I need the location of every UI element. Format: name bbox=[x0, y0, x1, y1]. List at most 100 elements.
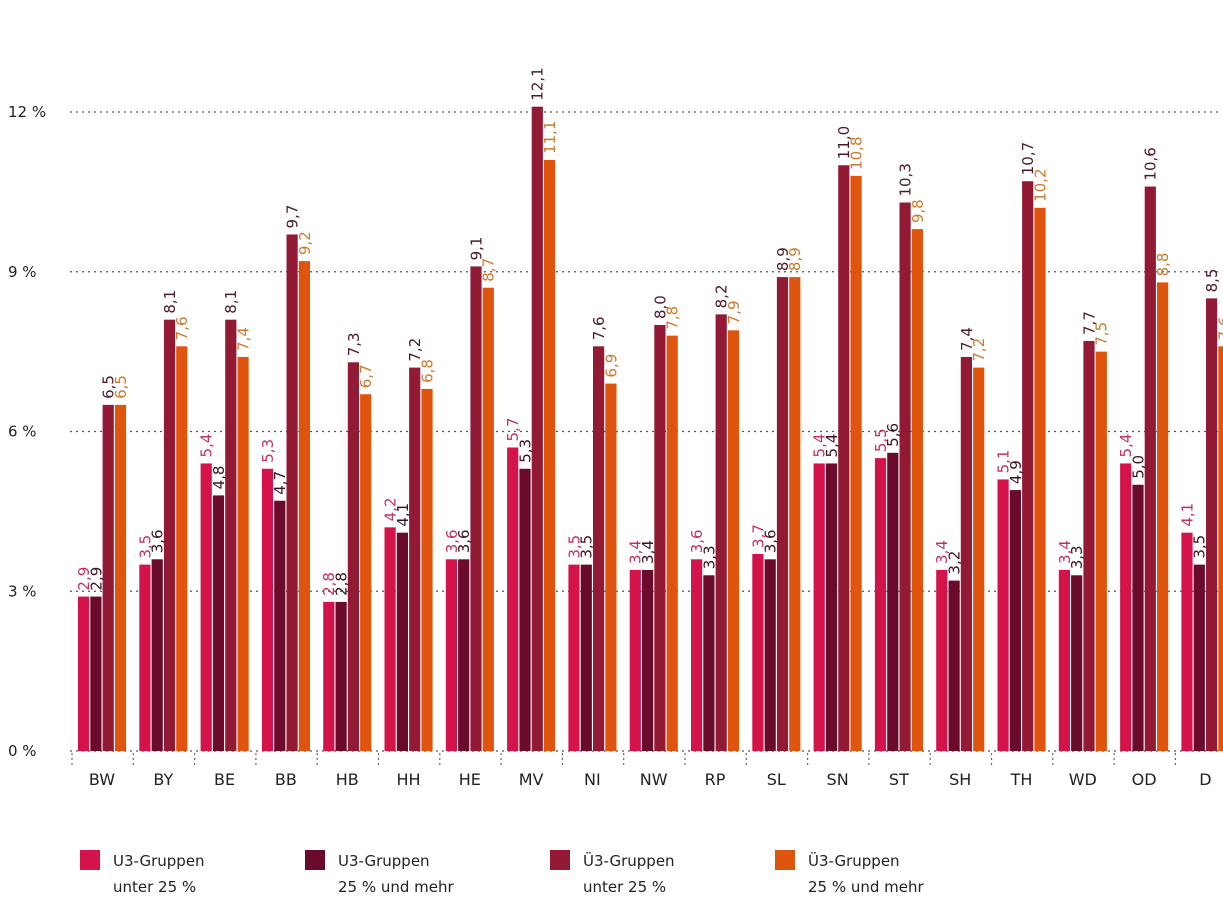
value-label: 9,7 bbox=[284, 205, 302, 229]
bar bbox=[482, 287, 494, 751]
value-label: 11,0 bbox=[835, 126, 853, 159]
value-label: 5,4 bbox=[823, 434, 841, 458]
bar bbox=[838, 165, 850, 751]
bar bbox=[874, 458, 887, 751]
value-label: 11,1 bbox=[541, 121, 559, 154]
bar bbox=[789, 277, 801, 751]
value-label: 7,4 bbox=[235, 327, 253, 351]
value-label: 7,6 bbox=[590, 316, 608, 340]
bar bbox=[200, 463, 212, 751]
y-tick-label: 12 % bbox=[8, 103, 46, 121]
bar bbox=[78, 596, 90, 751]
y-tick-label: 0 % bbox=[8, 742, 37, 760]
bar bbox=[1034, 207, 1046, 752]
bar bbox=[776, 277, 789, 751]
value-label: 8,0 bbox=[651, 295, 669, 319]
x-category-label: SL bbox=[767, 770, 786, 789]
bar bbox=[911, 229, 923, 751]
bar bbox=[1022, 181, 1034, 752]
bar bbox=[1218, 346, 1223, 751]
bar bbox=[691, 559, 703, 751]
bar bbox=[1144, 186, 1156, 752]
bar bbox=[102, 404, 114, 751]
value-label: 8,9 bbox=[786, 247, 804, 271]
bar bbox=[163, 319, 176, 751]
value-label: 8,1 bbox=[222, 290, 240, 314]
bar bbox=[752, 553, 764, 751]
value-label: 5,3 bbox=[259, 439, 277, 463]
value-label: 5,3 bbox=[516, 439, 534, 463]
y-tick-label: 9 % bbox=[8, 263, 37, 281]
value-label: 9,2 bbox=[296, 231, 314, 255]
bar bbox=[568, 564, 580, 751]
bar bbox=[764, 559, 776, 751]
value-label: 9,8 bbox=[909, 199, 927, 223]
legend-swatch bbox=[775, 850, 795, 870]
value-label: 6,9 bbox=[602, 354, 620, 378]
bar bbox=[605, 383, 617, 751]
x-category-label: ST bbox=[889, 770, 909, 789]
value-label: 8,9 bbox=[774, 247, 792, 271]
x-category-label: HE bbox=[459, 770, 481, 789]
bar bbox=[899, 202, 911, 751]
value-label: 7,6 bbox=[1215, 316, 1223, 340]
value-label: 3,6 bbox=[443, 529, 461, 553]
legend: U3-Gruppen unter 25 % U3-Gruppen 25 % und m… bbox=[80, 850, 925, 896]
bar bbox=[1058, 569, 1070, 751]
bar bbox=[997, 479, 1009, 751]
bar bbox=[593, 346, 605, 751]
value-label: 6,5 bbox=[112, 375, 130, 399]
value-label: 3,6 bbox=[762, 529, 780, 553]
bar bbox=[727, 330, 740, 751]
bar bbox=[274, 500, 286, 751]
value-label: 4,2 bbox=[382, 497, 400, 521]
y-axis-ticks: 0 % 3 % 6 % 9 % 12 % bbox=[8, 103, 46, 760]
value-label: 3,4 bbox=[1056, 540, 1074, 564]
value-label: 4,1 bbox=[394, 503, 412, 527]
bar bbox=[531, 106, 543, 752]
value-label: 4,9 bbox=[1007, 460, 1025, 484]
value-label: 7,2 bbox=[406, 338, 424, 362]
bar bbox=[960, 356, 972, 751]
value-label: 3,6 bbox=[149, 529, 167, 553]
legend-label-line1: U3-Gruppen bbox=[338, 852, 430, 870]
bar bbox=[1157, 282, 1169, 751]
value-label: 6,5 bbox=[100, 375, 118, 399]
x-category-label: HB bbox=[336, 770, 359, 789]
value-label: 3,4 bbox=[933, 540, 951, 564]
value-label: 8,2 bbox=[713, 284, 731, 308]
bar bbox=[936, 569, 948, 751]
value-label: 2,9 bbox=[87, 567, 105, 591]
value-label: 9,1 bbox=[467, 237, 485, 261]
bar bbox=[114, 404, 127, 751]
value-label: 7,9 bbox=[725, 300, 743, 324]
value-label: 5,4 bbox=[198, 434, 216, 458]
bar bbox=[409, 367, 421, 751]
legend-swatch bbox=[305, 850, 325, 870]
legend-label-line2: unter 25 % bbox=[583, 878, 666, 896]
legend-label-line2: 25 % und mehr bbox=[808, 878, 925, 896]
value-label: 4,7 bbox=[271, 471, 289, 495]
value-label: 10,2 bbox=[1031, 168, 1049, 201]
bar bbox=[1071, 575, 1083, 751]
bar bbox=[1132, 484, 1144, 751]
value-label: 3,5 bbox=[565, 535, 583, 559]
value-label: 8,7 bbox=[480, 258, 498, 282]
value-label: 7,5 bbox=[1093, 322, 1111, 346]
value-label: 3,5 bbox=[136, 535, 154, 559]
y-tick-label: 3 % bbox=[8, 582, 37, 600]
value-label: 3,5 bbox=[1191, 535, 1209, 559]
bars bbox=[78, 106, 1223, 752]
value-label: 3,3 bbox=[700, 545, 718, 569]
bar bbox=[1009, 490, 1021, 751]
value-label: 8,8 bbox=[1154, 253, 1172, 277]
value-label: 10,7 bbox=[1019, 142, 1037, 175]
value-label: 7,4 bbox=[958, 327, 976, 351]
bar bbox=[347, 362, 359, 751]
bar bbox=[90, 596, 102, 751]
bar bbox=[298, 261, 310, 751]
legend-label-line2: 25 % und mehr bbox=[338, 878, 455, 896]
bar bbox=[470, 266, 482, 751]
